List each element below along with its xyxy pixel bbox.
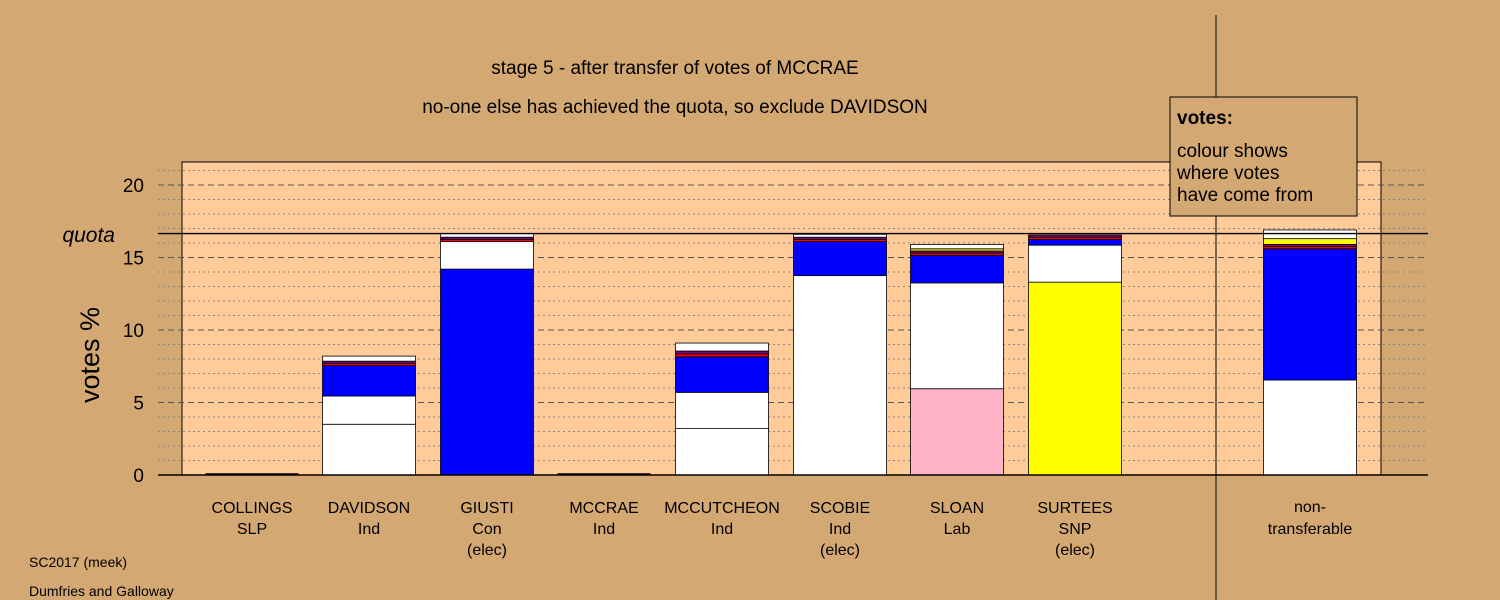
bar-segment — [1263, 248, 1357, 381]
candidate-party: Ind — [829, 521, 851, 538]
bar-scobie — [793, 233, 887, 476]
y-axis-label: votes % — [75, 307, 105, 403]
legend-line-3: have come from — [1177, 185, 1313, 206]
bar-segment — [322, 355, 416, 362]
bar-segment — [1028, 238, 1122, 246]
bar-sloan — [910, 244, 1004, 476]
bar-segment — [322, 365, 416, 397]
candidate-party: Ind — [711, 521, 733, 538]
candidate-party: SNP — [1059, 521, 1092, 538]
ward-label: Dumfries and Galloway — [29, 583, 174, 599]
nontransferable-label: non- — [1294, 499, 1326, 516]
bar-segment — [793, 233, 887, 238]
candidate-party: Con — [472, 521, 501, 538]
candidate-name: COLLINGS — [212, 500, 293, 517]
bar-segment — [322, 423, 416, 476]
bar-segment — [1028, 234, 1122, 238]
bar-segment — [675, 428, 769, 476]
election-label: SC2017 (meek) — [29, 554, 127, 570]
bar-segment — [910, 244, 1004, 250]
bar-segment — [440, 241, 534, 270]
bar-segment — [675, 342, 769, 352]
candidate-name: MCCRAE — [569, 500, 638, 517]
bar-segment — [1028, 244, 1122, 283]
bar-segment — [440, 268, 534, 476]
bar-nontransferable — [1263, 229, 1357, 476]
candidate-party: Ind — [593, 521, 615, 538]
y-tick-label: 5 — [133, 394, 144, 415]
candidate-name: SURTEES — [1037, 500, 1112, 517]
bar-segment — [322, 395, 416, 425]
bar-giusti — [440, 233, 534, 476]
quota-label: quota — [62, 224, 115, 247]
candidate-party: Ind — [358, 521, 380, 538]
chart-subtitle: no-one else has achieved the quota, so e… — [422, 97, 928, 118]
legend-line-1: colour shows — [1177, 141, 1288, 162]
candidate-party: Lab — [944, 521, 971, 538]
bar-surtees — [1028, 234, 1122, 476]
y-tick-label: 20 — [123, 176, 144, 197]
y-tick-label: 0 — [133, 466, 144, 487]
y-tick-label: 10 — [123, 321, 144, 342]
legend-box: votes: colour shows where votes have com… — [1169, 96, 1358, 217]
bar-segment — [793, 241, 887, 277]
candidate-party: SLP — [237, 521, 267, 538]
candidate-name: MCCUTCHEON — [664, 500, 780, 517]
chart-title: stage 5 - after transfer of votes of MCC… — [491, 58, 858, 79]
bar-segment — [1028, 281, 1122, 476]
legend-frame — [1169, 96, 1358, 217]
candidate-name: SCOBIE — [810, 500, 870, 517]
candidate-status: (elec) — [467, 542, 507, 559]
bar-segment — [1263, 379, 1357, 476]
bar-segment — [1263, 229, 1357, 240]
bar-segment — [675, 356, 769, 393]
bar-mccutcheon — [675, 342, 769, 476]
bar-segment — [910, 388, 1004, 476]
legend-line-2: where votes — [1176, 163, 1279, 184]
legend-title: votes: — [1177, 108, 1233, 129]
bar-segment — [675, 353, 769, 358]
bar-segment — [910, 282, 1004, 390]
nontransferable-label: transferable — [1268, 521, 1353, 538]
bar-segment — [675, 350, 769, 355]
bar-segment — [675, 391, 769, 430]
candidate-name: DAVIDSON — [328, 500, 410, 517]
bar-segment — [1263, 238, 1357, 245]
bar-segment — [793, 275, 887, 476]
candidate-status: (elec) — [1055, 542, 1095, 559]
candidate-status: (elec) — [820, 542, 860, 559]
candidate-name: SLOAN — [930, 500, 984, 517]
bar-segment — [910, 254, 1004, 284]
bar-davidson — [322, 355, 416, 476]
y-tick-label: 15 — [123, 249, 144, 270]
candidate-name: GIUSTI — [460, 500, 513, 517]
